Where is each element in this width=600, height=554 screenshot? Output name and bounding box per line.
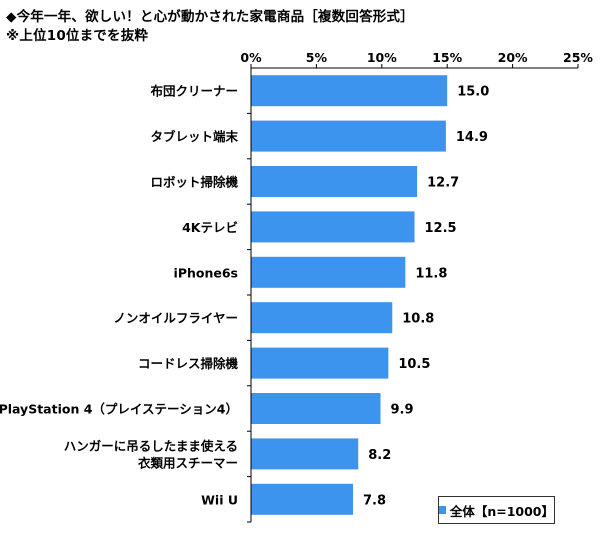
x-tick-label: 10%: [367, 50, 397, 65]
x-tick-label: 15%: [432, 50, 462, 65]
category-label: タブレット端末: [150, 129, 238, 144]
bar: [251, 166, 418, 197]
data-label: 10.5: [398, 357, 430, 372]
category-label: ノンオイルフライヤー: [113, 311, 238, 326]
bar: [251, 120, 446, 152]
category-label: ロボット掃除機: [150, 175, 238, 190]
legend: 全体【n=1000】: [438, 496, 555, 524]
chart-subtitle: ※上位10位までを抜粋: [6, 28, 149, 44]
data-label: 15.0: [457, 85, 489, 100]
bar: [251, 347, 389, 379]
x-tick-label: 20%: [498, 50, 528, 65]
data-label: 9.9: [390, 403, 413, 418]
category-label: iPhone6s: [174, 265, 238, 280]
legend-label: 全体【n=1000】: [449, 503, 554, 519]
category-label: Wii U: [201, 492, 238, 507]
category-label: コードレス掃除機: [138, 356, 239, 371]
bar: [251, 211, 415, 243]
category-label: PlayStation 4（プレイステーション4）: [0, 402, 238, 417]
legend-swatch: [439, 506, 446, 514]
data-label: 7.8: [363, 493, 386, 508]
bar: [251, 483, 354, 515]
data-label: 10.8: [402, 312, 434, 327]
bar: [251, 256, 406, 288]
data-label: 12.7: [427, 176, 459, 191]
bar: [251, 393, 381, 424]
chart-title: ◆今年一年、欲しい！と心が動かされた家電商品［複数回答形式］: [6, 9, 414, 25]
data-label: 14.9: [456, 130, 488, 145]
x-tick-label: 5%: [306, 50, 328, 65]
category-label: 布団クリーナー: [150, 84, 238, 99]
data-label: 8.2: [368, 448, 391, 463]
data-label: 12.5: [425, 221, 457, 236]
category-label: 4Kテレビ: [182, 220, 238, 235]
x-tick-label: 25%: [563, 50, 593, 65]
category-label: ハンガーに吊るしたまま使える衣類用スチーマー: [64, 438, 238, 470]
bar: [251, 302, 393, 334]
bar: [251, 438, 359, 470]
x-tick-label: 0%: [240, 50, 262, 65]
bar: [251, 75, 448, 107]
data-label: 11.8: [415, 266, 447, 281]
